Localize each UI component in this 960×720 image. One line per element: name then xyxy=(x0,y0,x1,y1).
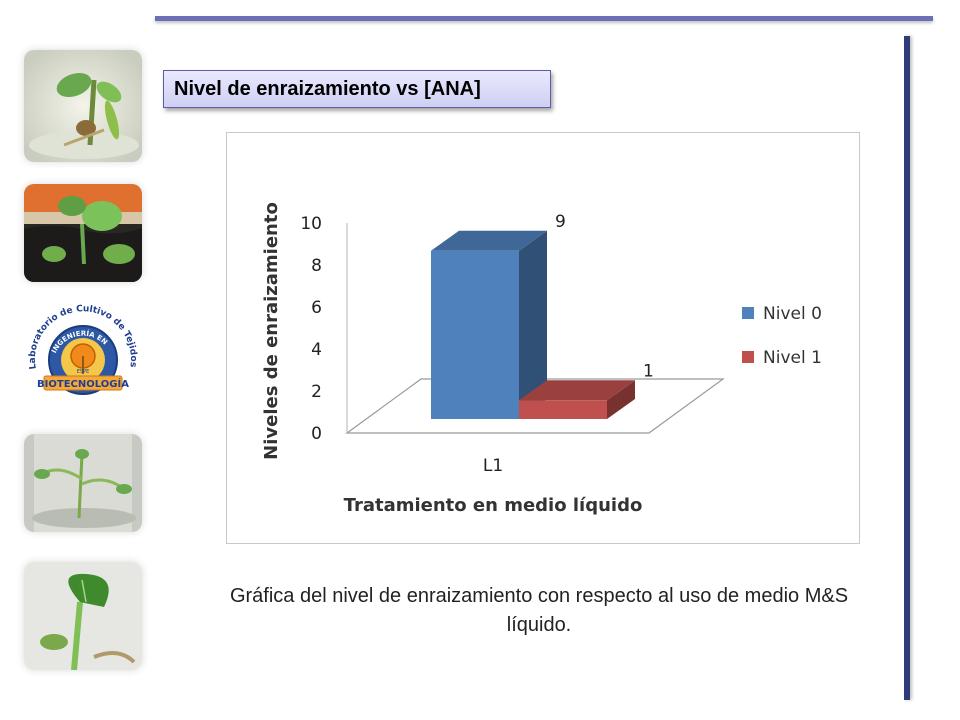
y-tick-label: 2 xyxy=(311,382,322,402)
chart-caption: Gráfica del nivel de enraizamiento con r… xyxy=(229,585,849,636)
bar-side-nivel0 xyxy=(519,230,547,419)
bar-nivel1 xyxy=(519,400,607,419)
top-divider xyxy=(155,16,933,21)
bar-side-nivel1 xyxy=(607,380,635,419)
plant-leaf-photo xyxy=(24,562,142,670)
plant-soil-photo xyxy=(24,184,142,282)
bar-nivel0 xyxy=(431,250,519,419)
bar-chart: 0 2 4 6 8 10 9 1 L1 Tratamiento en medio líqui… xyxy=(261,202,822,516)
chart-frame: 0 2 4 6 8 10 9 1 L1 Tratamiento en medio líqui… xyxy=(226,132,860,544)
plant-in-vitro-photo-2 xyxy=(24,434,142,532)
y-tick-label: 8 xyxy=(311,256,322,276)
logo-small-text: ESPE xyxy=(77,369,90,375)
x-axis-title: Tratamiento en medio líquido xyxy=(344,495,643,516)
x-tick-label: L1 xyxy=(483,456,503,476)
legend-label-nivel1: Nivel 1 xyxy=(763,348,822,368)
right-divider xyxy=(904,36,910,700)
y-tick-label: 10 xyxy=(300,214,322,234)
slide-title: Nivel de enraizamiento vs [ANA] xyxy=(163,70,551,108)
logo-inner-bottom-text: BIOTECNOLOGÍA xyxy=(37,377,129,390)
y-tick-label: 6 xyxy=(311,298,322,318)
data-label-nivel0: 9 xyxy=(555,212,566,232)
plant-in-vitro-photo xyxy=(24,50,142,162)
legend-swatch-nivel0 xyxy=(742,307,754,319)
legend-label-nivel0: Nivel 0 xyxy=(763,304,822,324)
lab-logo: Laboratorio de Cultivo de Tejidos INGENI… xyxy=(24,298,142,410)
y-tick-label: 0 xyxy=(311,424,322,444)
bar-top-nivel1 xyxy=(519,380,635,401)
legend-swatch-nivel1 xyxy=(742,351,754,363)
y-tick-label: 4 xyxy=(311,340,322,360)
data-label-nivel1: 1 xyxy=(643,361,654,381)
legend: Nivel 0 Nivel 1 xyxy=(742,304,822,368)
y-axis-title: Niveles de enraizamiento xyxy=(261,202,282,460)
bar-top-nivel0 xyxy=(431,230,547,251)
